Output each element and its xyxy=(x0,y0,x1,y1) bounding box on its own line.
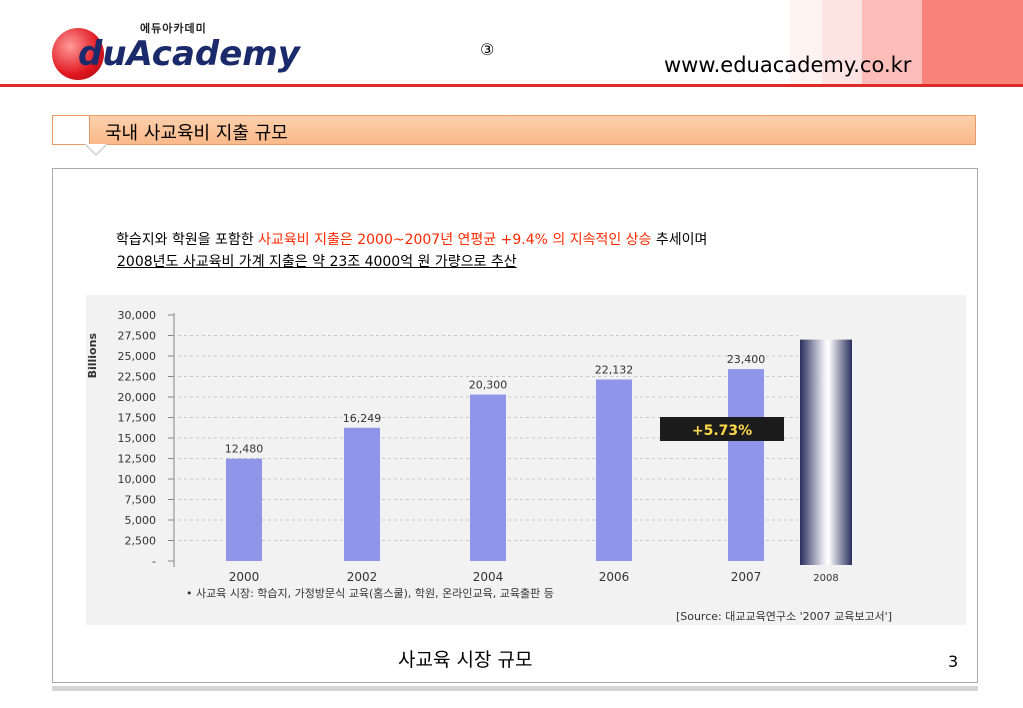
y-tick-label: 17,500 xyxy=(118,412,157,425)
header-decoration-stripe xyxy=(922,0,1023,86)
eduacademy-logo: 에듀아카데미 duAcademy xyxy=(50,16,300,82)
slide-marker: ③ xyxy=(480,40,495,59)
site-url: www.eduacademy.co.kr xyxy=(664,53,912,77)
y-tick-label: 12,500 xyxy=(118,453,157,466)
header-decoration-stripe xyxy=(862,0,922,86)
bar xyxy=(226,458,262,561)
y-tick-label: 10,000 xyxy=(118,473,157,486)
y-tick-label: 30,000 xyxy=(118,309,157,322)
x-tick-label: 2006 xyxy=(599,570,630,584)
description-text: 추세이며 xyxy=(651,232,708,248)
y-tick-label: 15,000 xyxy=(118,432,157,445)
title-pointer-inner xyxy=(86,144,106,154)
bottom-rule xyxy=(52,686,978,691)
bar-chart: Billions 30,000 27,500 25,000 22,500 20,000 17… xyxy=(86,309,892,623)
y-tick-label: 2,500 xyxy=(125,535,157,548)
chart-footnote: • 사교육 시장: 학습지, 가정방문식 교육(홈스쿨), 학원, 온라인교육,… xyxy=(186,586,554,600)
chart-caption: 사교육 시장 규모 xyxy=(398,649,533,671)
description-line-2: 2008년도 사교육비 가계 지출은 약 23조 4000억 원 가량으로 추산 xyxy=(117,254,517,270)
growth-badge-box xyxy=(660,417,784,441)
y-tick-label: 5,000 xyxy=(125,514,157,527)
logo-korean-text: 에듀아카데미 xyxy=(140,22,207,35)
x-tick-label: 2008 xyxy=(813,573,838,584)
y-tick-label: 22,500 xyxy=(118,371,157,384)
bar-value-label: 16,249 xyxy=(343,412,382,425)
chart-source: [Source: 대교교육연구소 '2007 교육보고서'] xyxy=(676,610,892,623)
x-tick-label: 2000 xyxy=(229,570,260,584)
chart-area: Billions 30,000 27,500 25,000 22,500 20,000 17… xyxy=(86,295,966,625)
x-tick-label: 2004 xyxy=(473,570,504,584)
header-decoration-stripe xyxy=(790,0,822,86)
y-tick-label: 7,500 xyxy=(125,494,157,507)
bar-value-label: 22,132 xyxy=(595,364,634,377)
bar xyxy=(596,379,632,561)
y-tick-label: 20,000 xyxy=(118,391,157,404)
bar-2008-projected xyxy=(800,339,852,565)
header-decoration-stripe xyxy=(822,0,862,86)
y-axis-label: Billions xyxy=(86,333,99,379)
page-number: 3 xyxy=(948,652,959,671)
logo-text: duAcademy xyxy=(78,34,300,74)
logo-mark-icon xyxy=(52,28,104,80)
bar-value-label: 20,300 xyxy=(469,379,508,392)
y-tick-label: 25,000 xyxy=(118,350,157,363)
x-tick-label: 2002 xyxy=(347,570,378,584)
bar xyxy=(344,427,380,561)
header-divider xyxy=(0,84,1023,87)
description-highlight: 사교육비 지출은 2000~2007년 연평균 +9.4% 의 지속적인 상승 xyxy=(258,232,652,248)
description-text: 학습지와 학원을 포함한 xyxy=(116,232,259,248)
bar xyxy=(728,369,764,561)
bar xyxy=(470,394,506,561)
section-title: 국내 사교육비 지출 규모 xyxy=(105,123,288,144)
y-tick-label: 27,500 xyxy=(118,330,157,343)
y-tick-label: - xyxy=(152,555,156,568)
bar-value-label: 12,480 xyxy=(225,443,264,456)
growth-badge-label: +5.73% xyxy=(692,423,752,439)
x-tick-label: 2007 xyxy=(731,570,762,584)
description-line-1: 학습지와 학원을 포함한 사교육비 지출은 2000~2007년 연평균 +9.… xyxy=(116,229,707,249)
title-bar-tab xyxy=(53,116,90,144)
bar-value-label: 23,400 xyxy=(727,353,766,366)
section-title-bar: 국내 사교육비 지출 규모 xyxy=(52,115,976,145)
